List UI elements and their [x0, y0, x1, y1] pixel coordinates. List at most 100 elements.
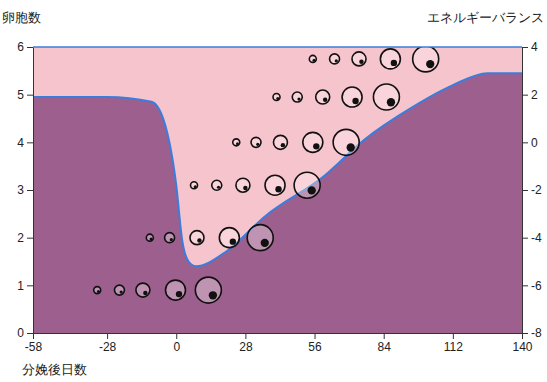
follicle — [373, 84, 399, 110]
follicle — [136, 283, 150, 297]
oocyte — [323, 98, 327, 102]
tick-label: -6 — [531, 279, 542, 293]
tick-label: 2 — [531, 88, 538, 102]
frame-top — [33, 46, 522, 48]
tick-label: -2 — [531, 183, 542, 197]
tick-label: 1 — [17, 279, 24, 293]
follicle — [251, 137, 261, 147]
oocyte — [236, 142, 239, 145]
oocyte — [261, 239, 269, 247]
oocyte — [335, 59, 338, 62]
oocyte — [120, 291, 123, 294]
follicle — [273, 135, 287, 149]
tick-mark — [453, 333, 454, 339]
tick-label: 4 — [17, 136, 24, 150]
tick-mark — [245, 333, 246, 339]
tick-label: 140 — [512, 340, 532, 354]
tick-mark — [27, 47, 33, 48]
follicle — [333, 129, 359, 155]
follicle-wall — [380, 49, 400, 69]
follicle — [166, 280, 186, 300]
follicle — [273, 94, 280, 101]
follicle — [292, 92, 302, 102]
oocyte — [359, 59, 363, 63]
tick-label: -8 — [531, 326, 542, 340]
follicle — [146, 234, 153, 241]
tick: 4 — [17, 136, 33, 150]
follicle-wall — [342, 87, 362, 107]
tick-mark — [522, 238, 528, 239]
tick: 0 — [522, 136, 538, 150]
follicle-wall — [166, 280, 186, 300]
tick-label: -58 — [25, 340, 43, 354]
follicle — [342, 87, 362, 107]
tick-label: 3 — [17, 183, 24, 197]
oocyte — [97, 290, 100, 293]
y-axis: 0 1 2 3 4 5 6 — [17, 40, 33, 340]
follicle-wall — [251, 137, 261, 147]
tick-mark — [27, 238, 33, 239]
tick-mark — [27, 95, 33, 96]
follicle-wall — [413, 47, 439, 72]
follicle — [330, 54, 340, 64]
tick: -2 — [522, 183, 542, 197]
oocyte — [387, 98, 395, 106]
oocyte — [243, 186, 247, 190]
tick: 140 — [512, 333, 532, 354]
tick-label: 2 — [17, 231, 24, 245]
oocyte — [281, 143, 285, 147]
follicle-wall — [94, 287, 101, 294]
follicle — [265, 175, 285, 195]
oocyte — [276, 97, 279, 100]
tick-label: 6 — [17, 40, 24, 54]
tick-mark — [176, 333, 177, 339]
follicle — [236, 178, 250, 192]
tick-mark — [315, 333, 316, 339]
follicle-wall — [316, 90, 330, 104]
line — [33, 73, 522, 266]
oocyte — [347, 143, 355, 151]
tick: 28 — [239, 333, 253, 354]
oocyte — [170, 238, 173, 241]
tick-mark — [27, 333, 33, 334]
tick: 84 — [378, 333, 392, 354]
y-axis-title: 卵胞数 — [2, 10, 41, 25]
follicle-wall — [191, 182, 198, 189]
follicle-wall — [373, 84, 399, 110]
follicle-wall — [136, 283, 150, 297]
tick-mark — [384, 333, 385, 339]
follicle-wall — [273, 135, 287, 149]
oocyte — [217, 186, 220, 189]
tick-label: 56 — [308, 340, 322, 354]
oocyte — [297, 97, 300, 100]
follicle-wall — [236, 178, 250, 192]
oocyte — [426, 60, 434, 68]
tick-mark — [522, 285, 528, 286]
oocyte — [143, 291, 147, 295]
follicle — [303, 132, 323, 152]
oocyte — [352, 98, 358, 104]
follicle — [94, 287, 101, 294]
tick-mark — [522, 47, 528, 48]
tick-label: 84 — [378, 340, 392, 354]
tick-mark — [522, 190, 528, 191]
follicle-wall — [114, 285, 124, 295]
tick: 2 — [17, 231, 33, 245]
tick: 0 — [17, 326, 33, 340]
tick-mark — [27, 285, 33, 286]
follicle — [316, 90, 330, 104]
tick-mark — [107, 333, 108, 339]
oocyte — [230, 238, 236, 244]
follicle — [190, 231, 204, 245]
tick-label: 0 — [173, 340, 180, 354]
tick: 5 — [17, 88, 33, 102]
tick-mark — [33, 333, 34, 339]
follicle — [380, 49, 400, 69]
oocyte — [209, 291, 217, 299]
tick-label: -28 — [99, 340, 117, 354]
follicle-wall — [212, 180, 222, 190]
follicle — [195, 277, 221, 303]
tick: 3 — [17, 183, 33, 197]
tick-label: 112 — [444, 340, 463, 354]
tick: 1 — [17, 279, 33, 293]
